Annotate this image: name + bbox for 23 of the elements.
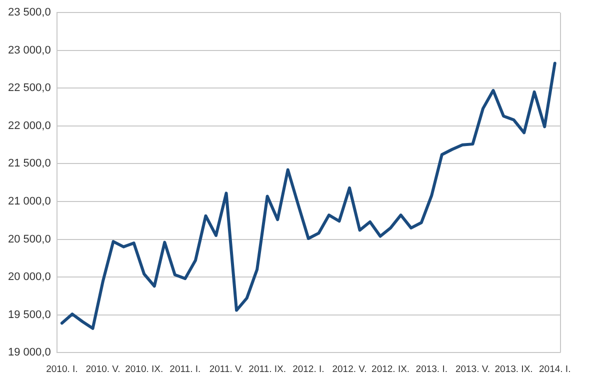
y-tick-label: 22 000,0 xyxy=(8,120,51,132)
x-tick-label: 2011. I. xyxy=(170,364,201,375)
x-tick-label: 2010. V. xyxy=(86,364,120,375)
y-tick-label: 19 000,0 xyxy=(8,346,51,359)
x-tick-label: 2014. I. xyxy=(539,364,571,375)
y-tick-label: 20 500,0 xyxy=(8,233,51,246)
y-tick-label: 21 500,0 xyxy=(8,158,51,170)
y-tick-label: 23 500,0 xyxy=(8,6,51,19)
y-tick-label: 19 500,0 xyxy=(8,308,51,321)
x-tick-label: 2010. I. xyxy=(46,364,78,375)
y-tick-label: 20 000,0 xyxy=(8,271,51,284)
y-tick-label: 23 000,0 xyxy=(8,44,51,56)
x-tick-label: 2013. IX. xyxy=(494,364,533,375)
x-tick-label: 2012. I. xyxy=(292,364,324,375)
x-tick-label: 2012. IX. xyxy=(372,364,410,375)
x-tick-label: 2013. V. xyxy=(455,364,490,375)
y-tick-label: 21 000,0 xyxy=(8,196,51,208)
x-tick-label: 2013. I. xyxy=(416,364,448,375)
y-tick-label: 22 500,0 xyxy=(8,82,51,94)
x-tick-label: 2011. IX. xyxy=(248,364,286,375)
x-tick-label: 2010. IX. xyxy=(125,364,164,375)
x-tick-label: 2012. V. xyxy=(332,364,367,375)
x-tick-label: 2011. V. xyxy=(209,364,244,375)
